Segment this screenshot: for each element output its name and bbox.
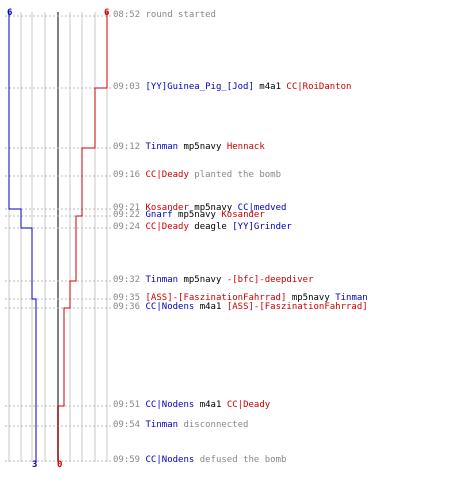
event-time: 09:24 <box>113 222 146 232</box>
weapon-name: mp5navy <box>286 293 336 303</box>
event-time: 09:54 <box>113 420 146 430</box>
weapon-name: mp5navy <box>178 142 227 152</box>
ct-player-name: Tinman <box>335 293 368 303</box>
ct-player-name: [YY]Grinder <box>232 222 292 232</box>
t-player-name: CC|Deady <box>145 222 189 232</box>
event-time: 09:12 <box>113 142 146 152</box>
weapon-name: m4a1 <box>194 400 227 410</box>
event-time: 09:22 <box>113 210 146 220</box>
event-row: 09:24 CC|Deady deagle [YY]Grinder <box>113 222 292 233</box>
t-player-name: [ASS]-[FaszinationFahrrad] <box>145 293 287 303</box>
event-text: disconnected <box>178 420 249 430</box>
ct-start-count: 6 <box>7 8 13 18</box>
ct-alive-line <box>8 12 37 462</box>
event-time: 09:59 <box>113 455 146 465</box>
event-row: 09:12 Tinman mp5navy Hennack <box>113 142 265 153</box>
weapon-name: mp5navy <box>188 203 238 213</box>
ct-player-name: CC|Nodens <box>145 302 195 312</box>
event-time: 09:32 <box>113 275 146 285</box>
ct-player-name: [YY]Guinea_Pig_[Jod] <box>145 82 254 92</box>
t-start-count: 6 <box>104 8 110 18</box>
ct-player-name: Gnarf <box>145 210 173 220</box>
weapon-name: m4a1 <box>194 302 227 312</box>
event-time: 08:52 <box>113 10 146 20</box>
t-player-name: CC|RoiDanton <box>286 82 352 92</box>
event-time: 09:21 <box>113 203 146 213</box>
event-row: 09:59 CC|Nodens defused the bomb <box>113 455 286 466</box>
ct-player-name: CC|medved <box>237 203 287 213</box>
event-row: 08:52 round started <box>113 10 216 21</box>
event-row: 09:16 CC|Deady planted the bomb <box>113 170 281 181</box>
event-row: 09:22 Gnarf mp5navy Kosander <box>113 210 265 221</box>
t-player-name: -[bfc]-deepdiver <box>226 275 314 285</box>
event-row: 09:35 [ASS]-[FaszinationFahrrad] mp5navy… <box>113 293 368 304</box>
ct-player-name: Tinman <box>145 142 179 152</box>
weapon-name: m4a1 <box>253 82 287 92</box>
t-alive-line <box>57 12 108 462</box>
ct-player-name: Tinman <box>145 275 179 285</box>
ct-player-name: CC|Nodens <box>145 400 195 410</box>
ct-player-name: Tinman <box>145 420 179 430</box>
event-row: 09:21 Kosander mp5navy CC|medved <box>113 203 286 214</box>
t-player-name: [ASS]-[FaszinationFahrrad] <box>226 302 368 312</box>
t-player-name: CC|Deady <box>145 170 189 180</box>
t-player-name: Hennack <box>226 142 265 152</box>
t-end-count: 0 <box>57 460 63 470</box>
event-time: 09:03 <box>113 82 146 92</box>
ct-player-name: CC|Nodens <box>145 455 195 465</box>
event-text: planted the bomb <box>188 170 281 180</box>
event-row: 09:36 CC|Nodens m4a1 [ASS]-[FaszinationF… <box>113 302 368 313</box>
t-player-name: Kosander <box>221 210 265 220</box>
t-player-name: Kosander <box>145 203 189 213</box>
event-time: 09:16 <box>113 170 146 180</box>
event-row: 09:51 CC|Nodens m4a1 CC|Deady <box>113 400 270 411</box>
event-row: 09:03 [YY]Guinea_Pig_[Jod] m4a1 CC|RoiDa… <box>113 82 351 93</box>
event-time: 09:36 <box>113 302 146 312</box>
event-time: 09:35 <box>113 293 146 303</box>
weapon-name: deagle <box>188 222 233 232</box>
ct-end-count: 3 <box>32 460 38 470</box>
event-text: defused the bomb <box>194 455 287 465</box>
event-row: 09:54 Tinman disconnected <box>113 420 248 431</box>
event-text: round started <box>145 10 216 20</box>
weapon-name: mp5navy <box>172 210 222 220</box>
t-player-name: CC|Deady <box>226 400 271 410</box>
event-time: 09:51 <box>113 400 146 410</box>
weapon-name: mp5navy <box>178 275 227 285</box>
event-row: 09:32 Tinman mp5navy -[bfc]-deepdiver <box>113 275 314 286</box>
